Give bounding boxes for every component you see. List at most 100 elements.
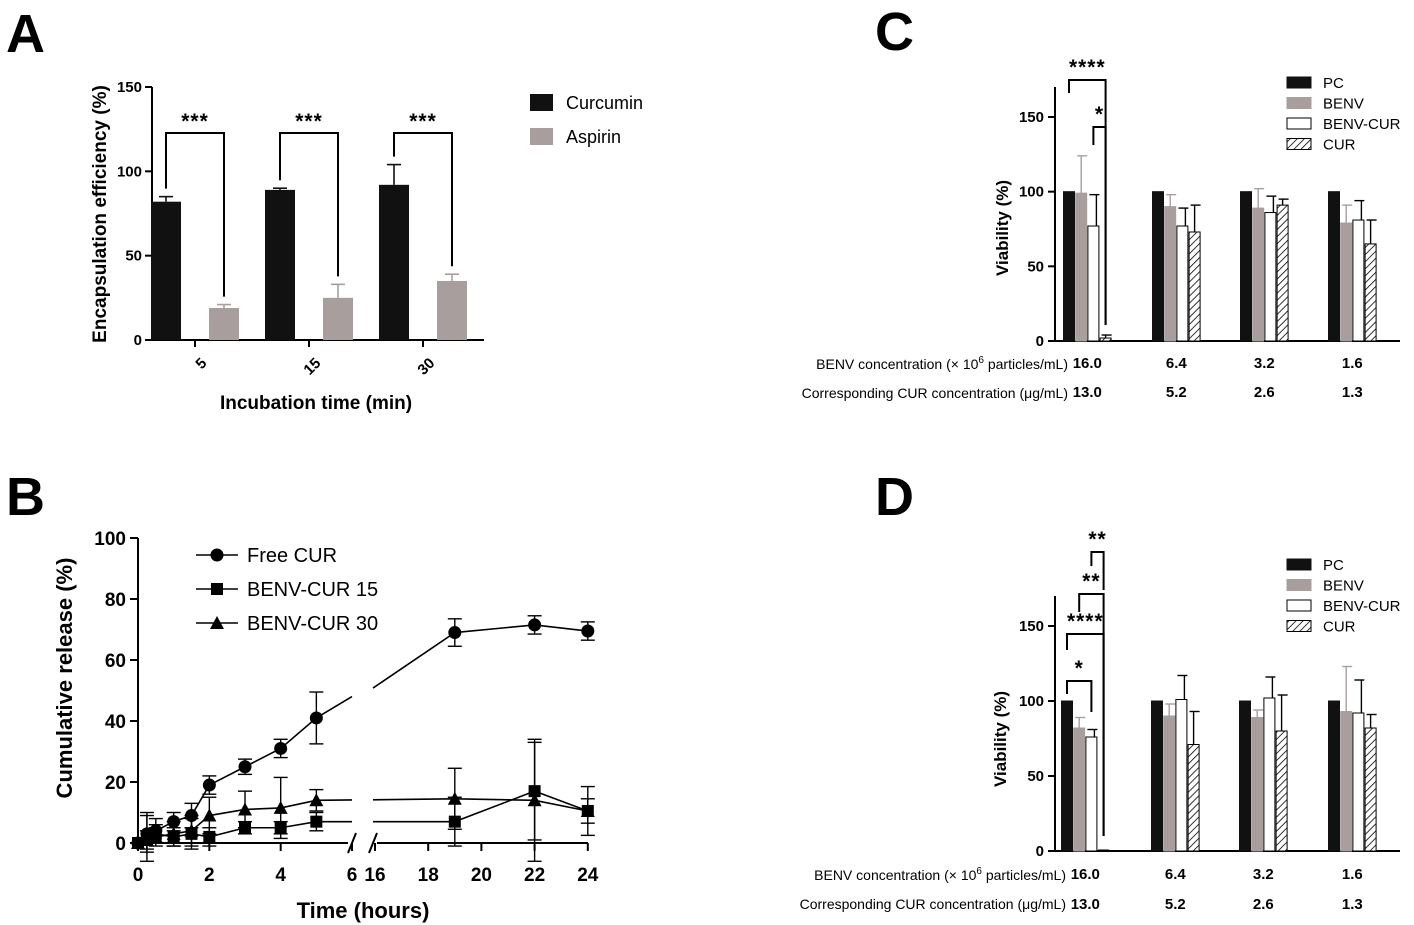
panel-c-benv-conc: 1.6: [1342, 355, 1363, 372]
panel-d-bar-pc: [1239, 700, 1251, 852]
panel-c-sig-bracket: [1092, 126, 1107, 325]
panel-b-legend-marker: [210, 616, 224, 629]
panel-d-bar-pc: [1151, 700, 1163, 852]
panel-a-ytick-label: 50: [125, 248, 142, 265]
panel-d-ytick-label: 150: [1019, 618, 1044, 635]
panel-d-sig-label: *: [1075, 657, 1084, 680]
panel-b-ytick-label: 60: [105, 651, 126, 672]
panel-b-point-free-cur: [528, 618, 542, 632]
panel-d-bar-benv-cur: [1263, 697, 1276, 852]
panel-letter-b: B: [6, 467, 45, 527]
panel-a-sig-bracket: [279, 132, 339, 277]
panel-b-ytick-label: 0: [115, 834, 126, 855]
panel-c-ytick-label: 50: [1027, 258, 1044, 275]
panel-d-bar-benv: [1163, 715, 1176, 852]
panel-d-benv-conc: 16.0: [1071, 866, 1100, 883]
panel-a-ylabel: Encapsulation efficiency (%): [90, 85, 111, 343]
panel-d-legend-swatch: [1286, 620, 1312, 632]
panel-d-bar-cur: [1364, 727, 1377, 852]
panel-d-row-label-cur: Corresponding CUR concentration (μg/mL): [800, 896, 1066, 912]
panel-d-legend-swatch: [1286, 579, 1312, 591]
panel-d-legend-label: PC: [1323, 557, 1344, 574]
panel-c-row-label-benv: BENV concentration (× 106 particles/mL): [816, 355, 1068, 372]
panel-c-row-label-cur: Corresponding CUR concentration (μg/mL): [802, 385, 1068, 401]
panel-b-ylabel: Cumulative release (%): [52, 558, 77, 799]
panel-c-bar-benv: [1075, 192, 1088, 342]
panel-b-ytick-label: 80: [105, 590, 126, 611]
panel-b-point-free-cur: [448, 626, 462, 640]
panel-c-bar-benv-cur: [1264, 212, 1277, 342]
panel-b-point-benv-cur-15: [310, 815, 323, 828]
panel-b-axis-break-mark: [368, 832, 378, 854]
panel-c-legend-swatch: [1286, 97, 1312, 109]
panel-a-bar-curcumin: [265, 189, 295, 340]
panel-d-sig-label: **: [1082, 570, 1100, 593]
panel-d-sig-bracket: [1066, 680, 1093, 712]
panel-b-xtick-label: 18: [418, 865, 439, 886]
panel-d-legend-label: CUR: [1323, 619, 1356, 636]
panel-c-bar-pc: [1328, 191, 1340, 342]
panel-d-row-label-benv: BENV concentration (× 106 particles/mL): [814, 866, 1066, 883]
panel-c-bar-benv: [1340, 222, 1353, 342]
panel-d-sig-bracket: [1090, 551, 1105, 590]
panel-d-ytick-label: 0: [1036, 843, 1044, 860]
panel-c-bar-benv: [1164, 206, 1177, 342]
panel-c-bar-pc: [1240, 191, 1252, 342]
panel-b-point-benv-cur-30: [238, 802, 253, 816]
panel-b-point-benv-cur-30: [273, 800, 288, 814]
panel-b-point-benv-cur-30: [166, 826, 181, 840]
panel-c-bar-pc: [1063, 191, 1075, 342]
panel-b-xtick-label: 2: [204, 865, 215, 886]
panel-c-bar-cur: [1364, 243, 1377, 342]
panel-a-xtick-label: 15: [300, 355, 324, 379]
panel-d-cur-conc: 2.6: [1253, 896, 1274, 913]
panel-c-legend-label: CUR: [1323, 137, 1356, 154]
panel-c-bar-benv: [1252, 207, 1265, 342]
panel-c-ytick-label: 0: [1036, 333, 1044, 350]
panel-d-bar-cur: [1187, 744, 1200, 852]
panel-a-chart: 0 50 100 150 5 *** 15 *** 30 *** Curcumin Aspirin: [117, 79, 643, 379]
panel-c-benv-conc: 16.0: [1073, 355, 1102, 372]
panel-b-point-benv-cur-30: [527, 793, 542, 807]
panel-c-bar-cur: [1188, 231, 1201, 342]
panel-d-bar-cur: [1098, 849, 1110, 851]
panel-c-ytick-label: 100: [1019, 184, 1044, 201]
panel-a-bar-aspirin: [209, 307, 239, 340]
panel-a-bar-aspirin: [323, 297, 353, 340]
panel-d-bar-benv-cur: [1352, 712, 1365, 852]
panel-d-bar-benv-cur: [1085, 736, 1098, 852]
panel-b-xtick-label: 6: [347, 865, 358, 886]
panel-c-bar-benv-cur: [1352, 219, 1365, 342]
panel-b-point-benv-cur-30: [447, 791, 462, 805]
panel-b-point-benv-cur-30: [580, 803, 595, 817]
panel-b-line-free-cur: [372, 624, 588, 689]
panel-d-bar-cur: [1275, 730, 1288, 852]
panel-b-legend-marker: [210, 548, 224, 562]
panel-a-bar-aspirin: [437, 280, 467, 340]
panel-a-xtick-label: 30: [414, 355, 438, 379]
panel-d-benv-conc: 6.4: [1165, 866, 1187, 883]
panel-b-ytick-label: 40: [105, 712, 126, 733]
panel-d-ytick-label: 100: [1019, 693, 1044, 710]
panel-c-cur-conc: 2.6: [1254, 384, 1275, 401]
panel-c-ylabel: Viability (%): [993, 180, 1012, 276]
panel-c-legend-swatch: [1286, 76, 1312, 89]
panel-b-xtick-label: 24: [577, 865, 599, 886]
panel-d-legend-label: BENV-CUR: [1323, 598, 1401, 615]
panel-d-bar-benv: [1251, 717, 1264, 852]
panel-letter-c: C: [875, 2, 914, 62]
panel-a-xtick-label: 5: [192, 355, 210, 373]
panel-b-xtick-label: 0: [133, 865, 144, 886]
panel-a-legend-label: Curcumin: [566, 93, 643, 113]
panel-b-legend-marker: [211, 583, 223, 595]
panel-d-bar-pc: [1328, 700, 1340, 852]
panel-d-ytick-label: 50: [1027, 768, 1044, 785]
panel-c-chart: 05010015016.013.06.45.23.22.61.61.3*****…: [1019, 56, 1401, 401]
panel-b-point-free-cur: [202, 778, 216, 792]
panel-d-cur-conc: 13.0: [1071, 896, 1100, 913]
panel-b-point-free-cur: [581, 624, 595, 638]
panel-b-xlabel: Time (hours): [297, 898, 430, 923]
panel-d-cur-conc: 1.3: [1342, 896, 1363, 913]
panel-c-legend-swatch: [1286, 138, 1312, 150]
